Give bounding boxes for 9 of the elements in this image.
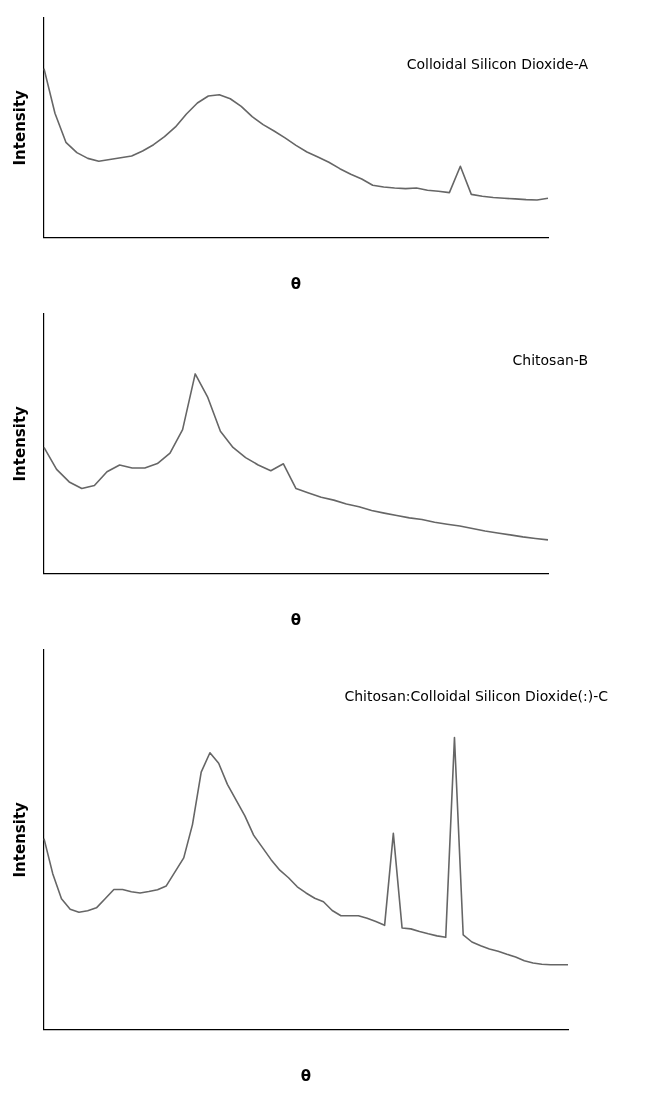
- annotation: Colloidal Silicon Dioxide-A: [406, 55, 589, 72]
- y-axis-title: Intensity: [10, 405, 29, 482]
- text: Chitosan-B: [512, 351, 588, 368]
- text: Chitosan:Colloidal Silicon Dioxide(:)-C: [344, 687, 609, 704]
- x-axis-title: θ: [290, 274, 302, 293]
- x-axis-title: θ: [300, 1066, 312, 1085]
- x-axis-title: θ: [290, 610, 302, 629]
- y-axis-title: Intensity: [10, 89, 29, 166]
- y-axis-title: Intensity: [10, 801, 29, 878]
